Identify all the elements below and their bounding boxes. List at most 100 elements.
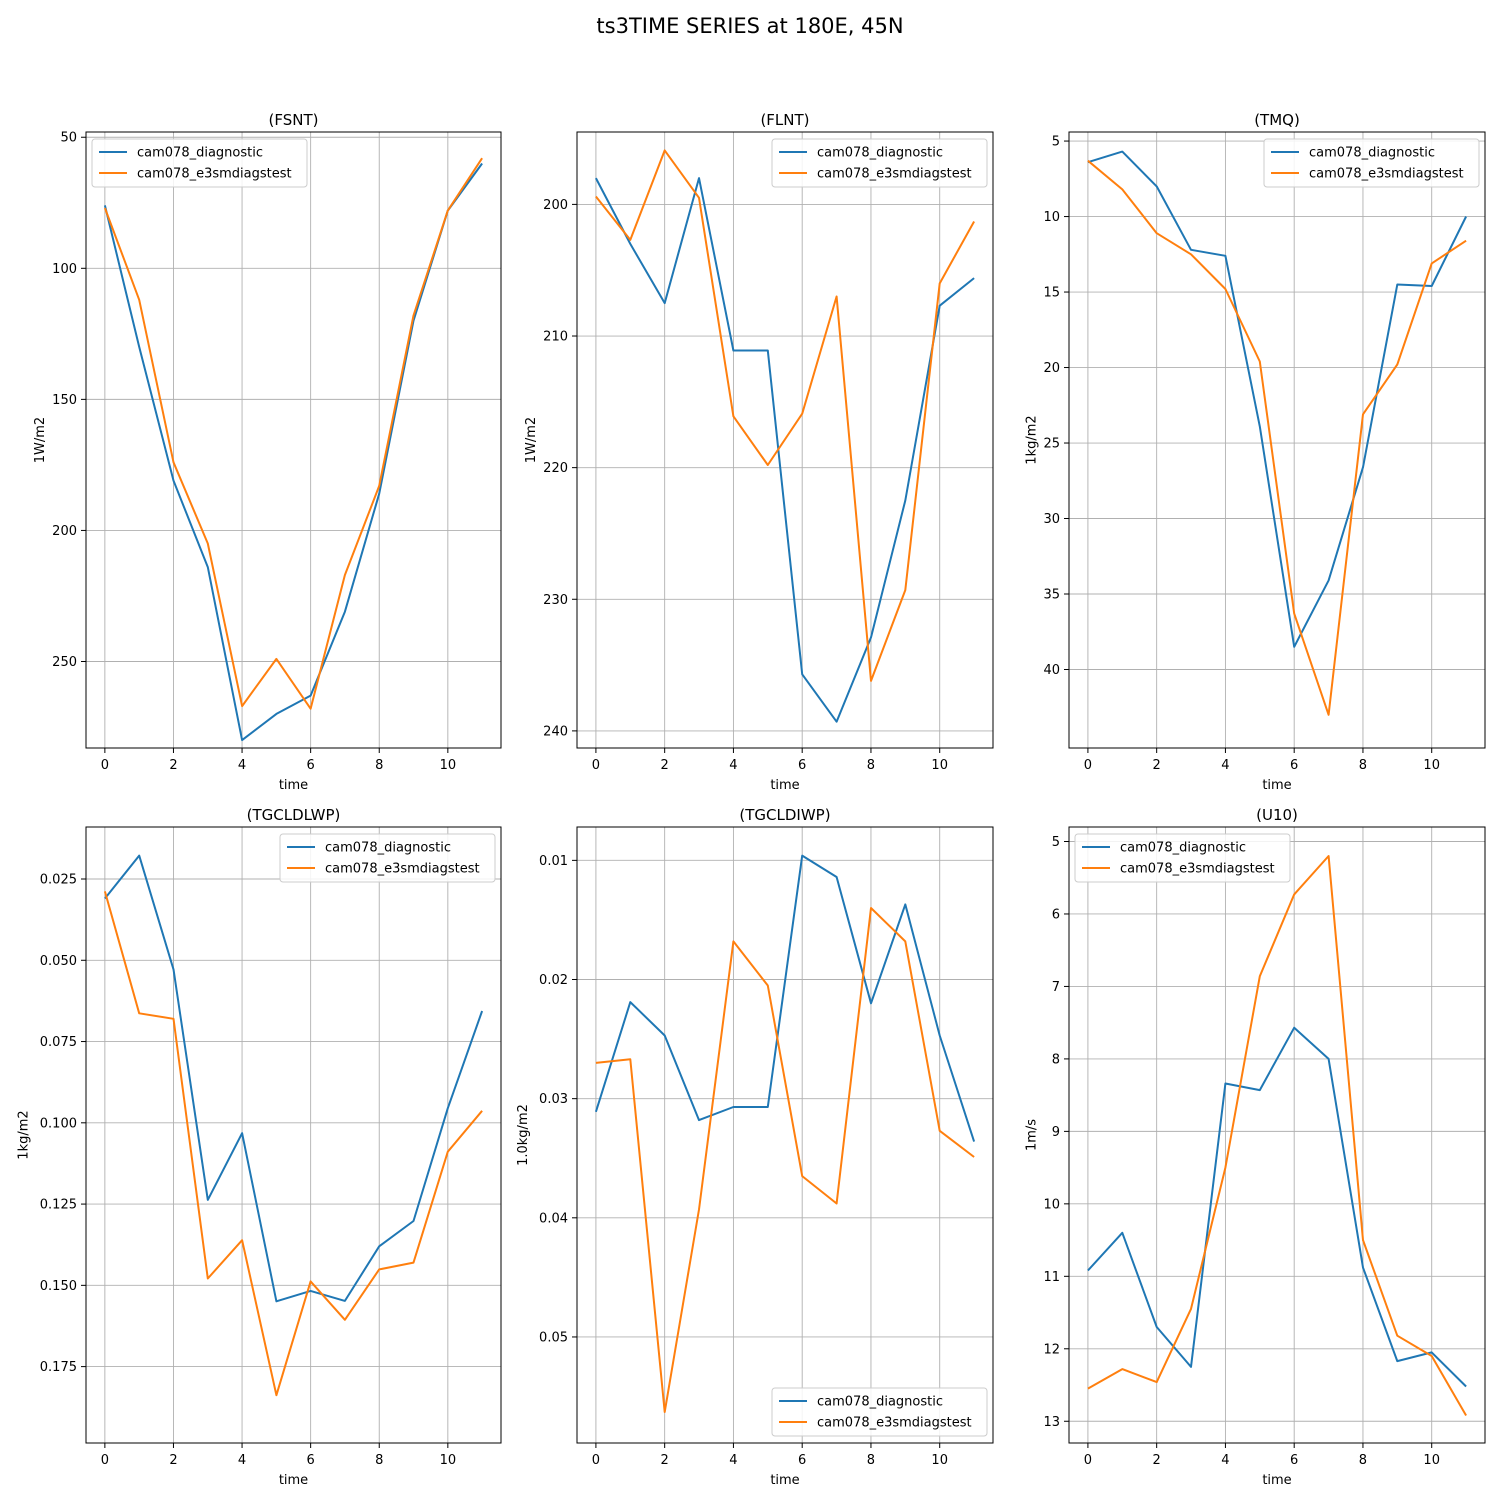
x-tick-label: 10 <box>1423 758 1440 773</box>
y-tick-label: 0.075 <box>40 1035 77 1050</box>
y-axis-label: 1.0kg/m2 <box>516 1104 531 1166</box>
series-line-e3smdiagstest <box>1087 159 1467 716</box>
legend-entry: cam078_diagnostic <box>325 841 451 856</box>
legend-entry: cam078_diagnostic <box>1309 146 1435 161</box>
series-line-diagnostic <box>104 854 484 1303</box>
x-tick-label: 2 <box>1153 758 1161 773</box>
legend-entry: cam078_e3smdiagstest <box>817 167 972 182</box>
y-tick-label: 0.05 <box>539 1330 568 1345</box>
x-axis-label: time <box>279 778 308 793</box>
x-tick-label: 2 <box>661 1453 669 1468</box>
y-tick-label: 0.175 <box>40 1360 77 1375</box>
subplot-6: 0 2 4 6 8 10 5 6 7 8 9 10 11 12 13 (U10) time 1m/s cam078_… <box>1024 806 1486 1488</box>
x-tick-label: 10 <box>1423 1453 1440 1468</box>
x-tick-label: 4 <box>1221 758 1229 773</box>
axes-frame <box>1068 826 1486 1444</box>
series-line-e3smdiagstest <box>595 907 975 1413</box>
y-tick-label: 220 <box>543 461 568 476</box>
y-tick-label: 35 <box>1043 588 1060 603</box>
y-tick-label: 210 <box>543 330 568 345</box>
x-tick-label: 8 <box>375 758 383 773</box>
series-line-diagnostic <box>1087 150 1467 648</box>
y-tick-label: 0.100 <box>40 1116 77 1131</box>
x-axis-label: time <box>770 778 799 793</box>
y-tick-label: 100 <box>52 262 77 277</box>
x-tick-label: 10 <box>931 758 948 773</box>
y-tick-label: 8 <box>1052 1052 1060 1067</box>
y-tick-label: 250 <box>52 655 77 670</box>
axes-frame <box>576 826 994 1444</box>
y-tick-label: 230 <box>543 593 568 608</box>
x-axis-label: time <box>1262 778 1291 793</box>
x-tick-label: 6 <box>307 758 315 773</box>
x-tick-label: 6 <box>1290 758 1298 773</box>
y-tick-label: 40 <box>1043 663 1060 678</box>
x-tick-label: 0 <box>101 758 109 773</box>
legend-box <box>1263 138 1480 188</box>
subplot-title: (U10) <box>1256 806 1298 824</box>
x-tick-label: 6 <box>1290 1453 1298 1468</box>
axes-frame <box>85 131 502 749</box>
y-tick-label: 200 <box>52 524 77 539</box>
subplot-title: (FLNT) <box>760 111 809 129</box>
series-line-diagnostic <box>594 854 976 1142</box>
y-tick-label: 12 <box>1043 1342 1060 1357</box>
y-tick-label: 0.125 <box>40 1198 77 1213</box>
x-tick-label: 10 <box>440 758 457 773</box>
axes-frame <box>85 826 502 1444</box>
y-tick-label: 5 <box>1052 135 1060 150</box>
legend-entry: cam078_diagnostic <box>817 1395 943 1410</box>
legend: cam078_diagnostic cam078_e3smdiagstest <box>771 138 988 188</box>
legend-entry: cam078_e3smdiagstest <box>817 1416 972 1431</box>
subplot-3: 0 2 4 6 8 10 5 10 15 20 25 30 35 40 (TMQ) time 1kg/m2 cam… <box>1024 111 1486 793</box>
series-line-e3smdiagstest <box>595 149 975 682</box>
y-axis-label: 1kg/m2 <box>17 1110 32 1159</box>
x-tick-label: 4 <box>238 1453 246 1468</box>
series-line-diagnostic <box>1087 1026 1467 1388</box>
axes-frame <box>1068 131 1486 749</box>
y-tick-label: 0.03 <box>539 1092 568 1107</box>
y-tick-label: 0.150 <box>40 1279 77 1294</box>
x-tick-label: 0 <box>1084 1453 1092 1468</box>
subplot-5: 0 2 4 6 8 10 0.01 0.02 0.03 0.04 0.05 (TGCLDIWP) tim… <box>516 806 994 1488</box>
series-line-diagnostic <box>103 162 483 742</box>
y-tick-label: 11 <box>1043 1270 1060 1285</box>
legend: cam078_diagnostic cam078_e3smdiagstest <box>279 833 496 883</box>
y-tick-label: 0.01 <box>539 854 568 869</box>
legend: cam078_diagnostic cam078_e3smdiagstest <box>1074 833 1291 883</box>
x-tick-label: 6 <box>307 1453 315 1468</box>
y-axis-label: 1W/m2 <box>33 417 48 463</box>
series-line-e3smdiagstest <box>1087 855 1467 1417</box>
x-tick-label: 6 <box>798 1453 806 1468</box>
figure-title: ts3TIME SERIES at 180E, 45N <box>596 14 904 38</box>
x-tick-label: 10 <box>440 1453 457 1468</box>
x-tick-label: 8 <box>375 1453 383 1468</box>
y-tick-label: 0.02 <box>539 973 568 988</box>
y-tick-label: 6 <box>1052 907 1060 922</box>
x-axis-label: time <box>1262 1473 1291 1488</box>
y-axis-label: 1W/m2 <box>524 417 539 463</box>
legend-box <box>771 1387 988 1437</box>
subplot-title: (FSNT) <box>269 111 319 129</box>
y-tick-label: 10 <box>1043 210 1060 225</box>
x-tick-label: 0 <box>592 758 600 773</box>
legend-box <box>279 833 496 883</box>
legend-entry: cam078_diagnostic <box>137 146 263 161</box>
y-axis-label: 1kg/m2 <box>1024 415 1039 464</box>
series-line-e3smdiagstest <box>103 157 483 710</box>
legend: cam078_diagnostic cam078_e3smdiagstest <box>771 1387 988 1437</box>
y-tick-label: 13 <box>1043 1415 1060 1430</box>
x-tick-label: 2 <box>661 758 669 773</box>
x-tick-label: 4 <box>729 758 737 773</box>
y-tick-label: 0.050 <box>40 954 77 969</box>
x-tick-label: 8 <box>867 1453 875 1468</box>
y-tick-label: 10 <box>1043 1197 1060 1212</box>
x-tick-label: 2 <box>169 1453 177 1468</box>
subplot-4: 0 2 4 6 8 10 0.025 0.050 0.075 0.100 0.125 0.150 0.1… <box>17 806 502 1488</box>
legend: cam078_diagnostic cam078_e3smdiagstest <box>1263 138 1480 188</box>
legend-entry: cam078_diagnostic <box>817 146 943 161</box>
x-tick-label: 8 <box>1359 1453 1367 1468</box>
x-tick-label: 8 <box>1359 758 1367 773</box>
